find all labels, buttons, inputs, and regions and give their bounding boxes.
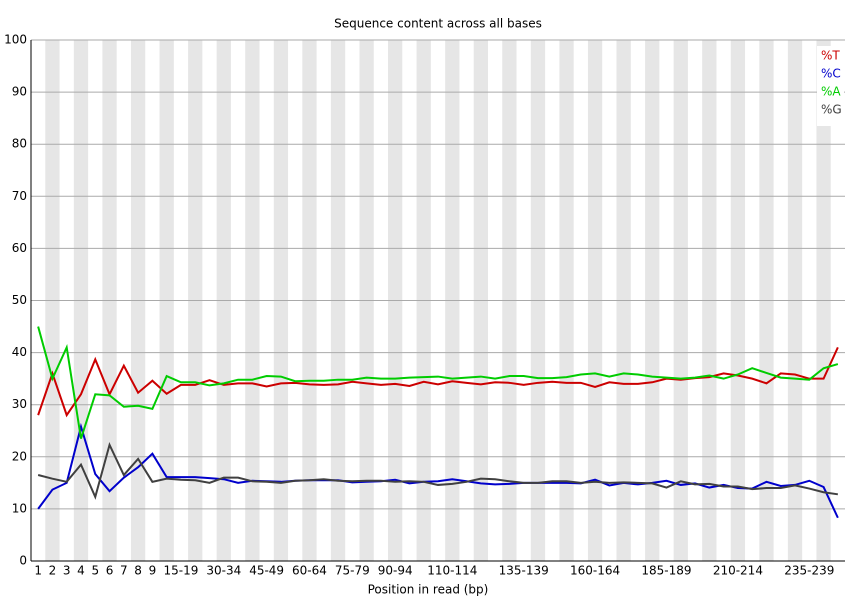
- y-tick-label: 10: [12, 501, 27, 515]
- y-tick-label: 70: [12, 189, 27, 203]
- x-tick-label: 90-94: [378, 564, 413, 578]
- x-tick-label: 185-189: [641, 564, 691, 578]
- series-line: [37, 326, 839, 439]
- series-line: [37, 346, 839, 418]
- x-tick-label: 2: [49, 564, 57, 578]
- x-tick-label: 7: [120, 564, 128, 578]
- x-tick-label: 1: [34, 564, 42, 578]
- x-tick-label: 3: [63, 564, 71, 578]
- x-tick-label: 235-239: [784, 564, 834, 578]
- y-tick-label: 20: [12, 449, 27, 463]
- x-tick-label: 160-164: [570, 564, 620, 578]
- x-tick-label: 8: [134, 564, 142, 578]
- legend-entry: %G: [821, 103, 842, 117]
- y-tick-label: 90: [12, 85, 27, 99]
- y-tick-label: 60: [12, 241, 27, 255]
- legend-entry: %A: [821, 85, 841, 99]
- x-tick-label: 75-79: [335, 564, 370, 578]
- y-tick-label: 100: [4, 33, 27, 47]
- x-tick-label: 60-64: [292, 564, 327, 578]
- x-axis-label: Position in read (bp): [368, 583, 489, 597]
- series-line: [37, 441, 839, 500]
- legend-entry: %C: [821, 67, 841, 81]
- y-tick-label: 30: [12, 397, 27, 411]
- x-tick-label: 110-114: [427, 564, 477, 578]
- legend-entry: %T: [821, 49, 840, 63]
- x-tick-label: 9: [149, 564, 157, 578]
- y-tick-label: 50: [12, 293, 27, 307]
- x-tick-label: 15-19: [164, 564, 199, 578]
- x-tick-label: 135-139: [499, 564, 549, 578]
- x-tick-label: 45-49: [249, 564, 284, 578]
- series-line: [37, 422, 839, 519]
- y-tick-label: 0: [19, 554, 27, 568]
- x-tick-label: 30-34: [206, 564, 241, 578]
- chart-title: Sequence content across all bases: [334, 17, 542, 31]
- x-tick-label: 5: [91, 564, 99, 578]
- x-tick-label: 4: [77, 564, 85, 578]
- y-tick-label: 40: [12, 345, 27, 359]
- x-tick-label: 6: [106, 564, 114, 578]
- y-tick-label: 80: [12, 137, 27, 151]
- x-tick-label: 210-214: [713, 564, 763, 578]
- legend-box: [817, 46, 844, 126]
